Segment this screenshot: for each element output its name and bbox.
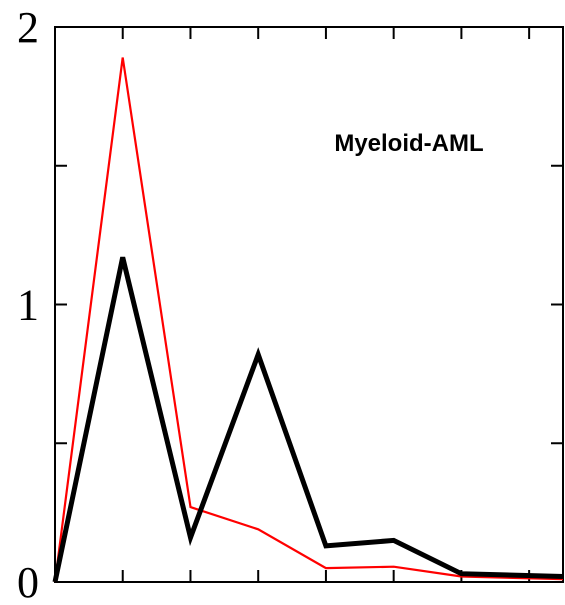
- chart-annotation: Myeloid-AML: [334, 130, 483, 157]
- series-lines: [52, 57, 564, 583]
- y-tick-label-2: 1: [17, 281, 39, 330]
- y-tick-labels: 0 1 2: [17, 3, 39, 605]
- y-tick-label-0: 0: [17, 558, 39, 605]
- series-line-1: [53, 57, 564, 583]
- series-line-2: [52, 256, 564, 583]
- y-tick-label-4: 2: [17, 3, 39, 52]
